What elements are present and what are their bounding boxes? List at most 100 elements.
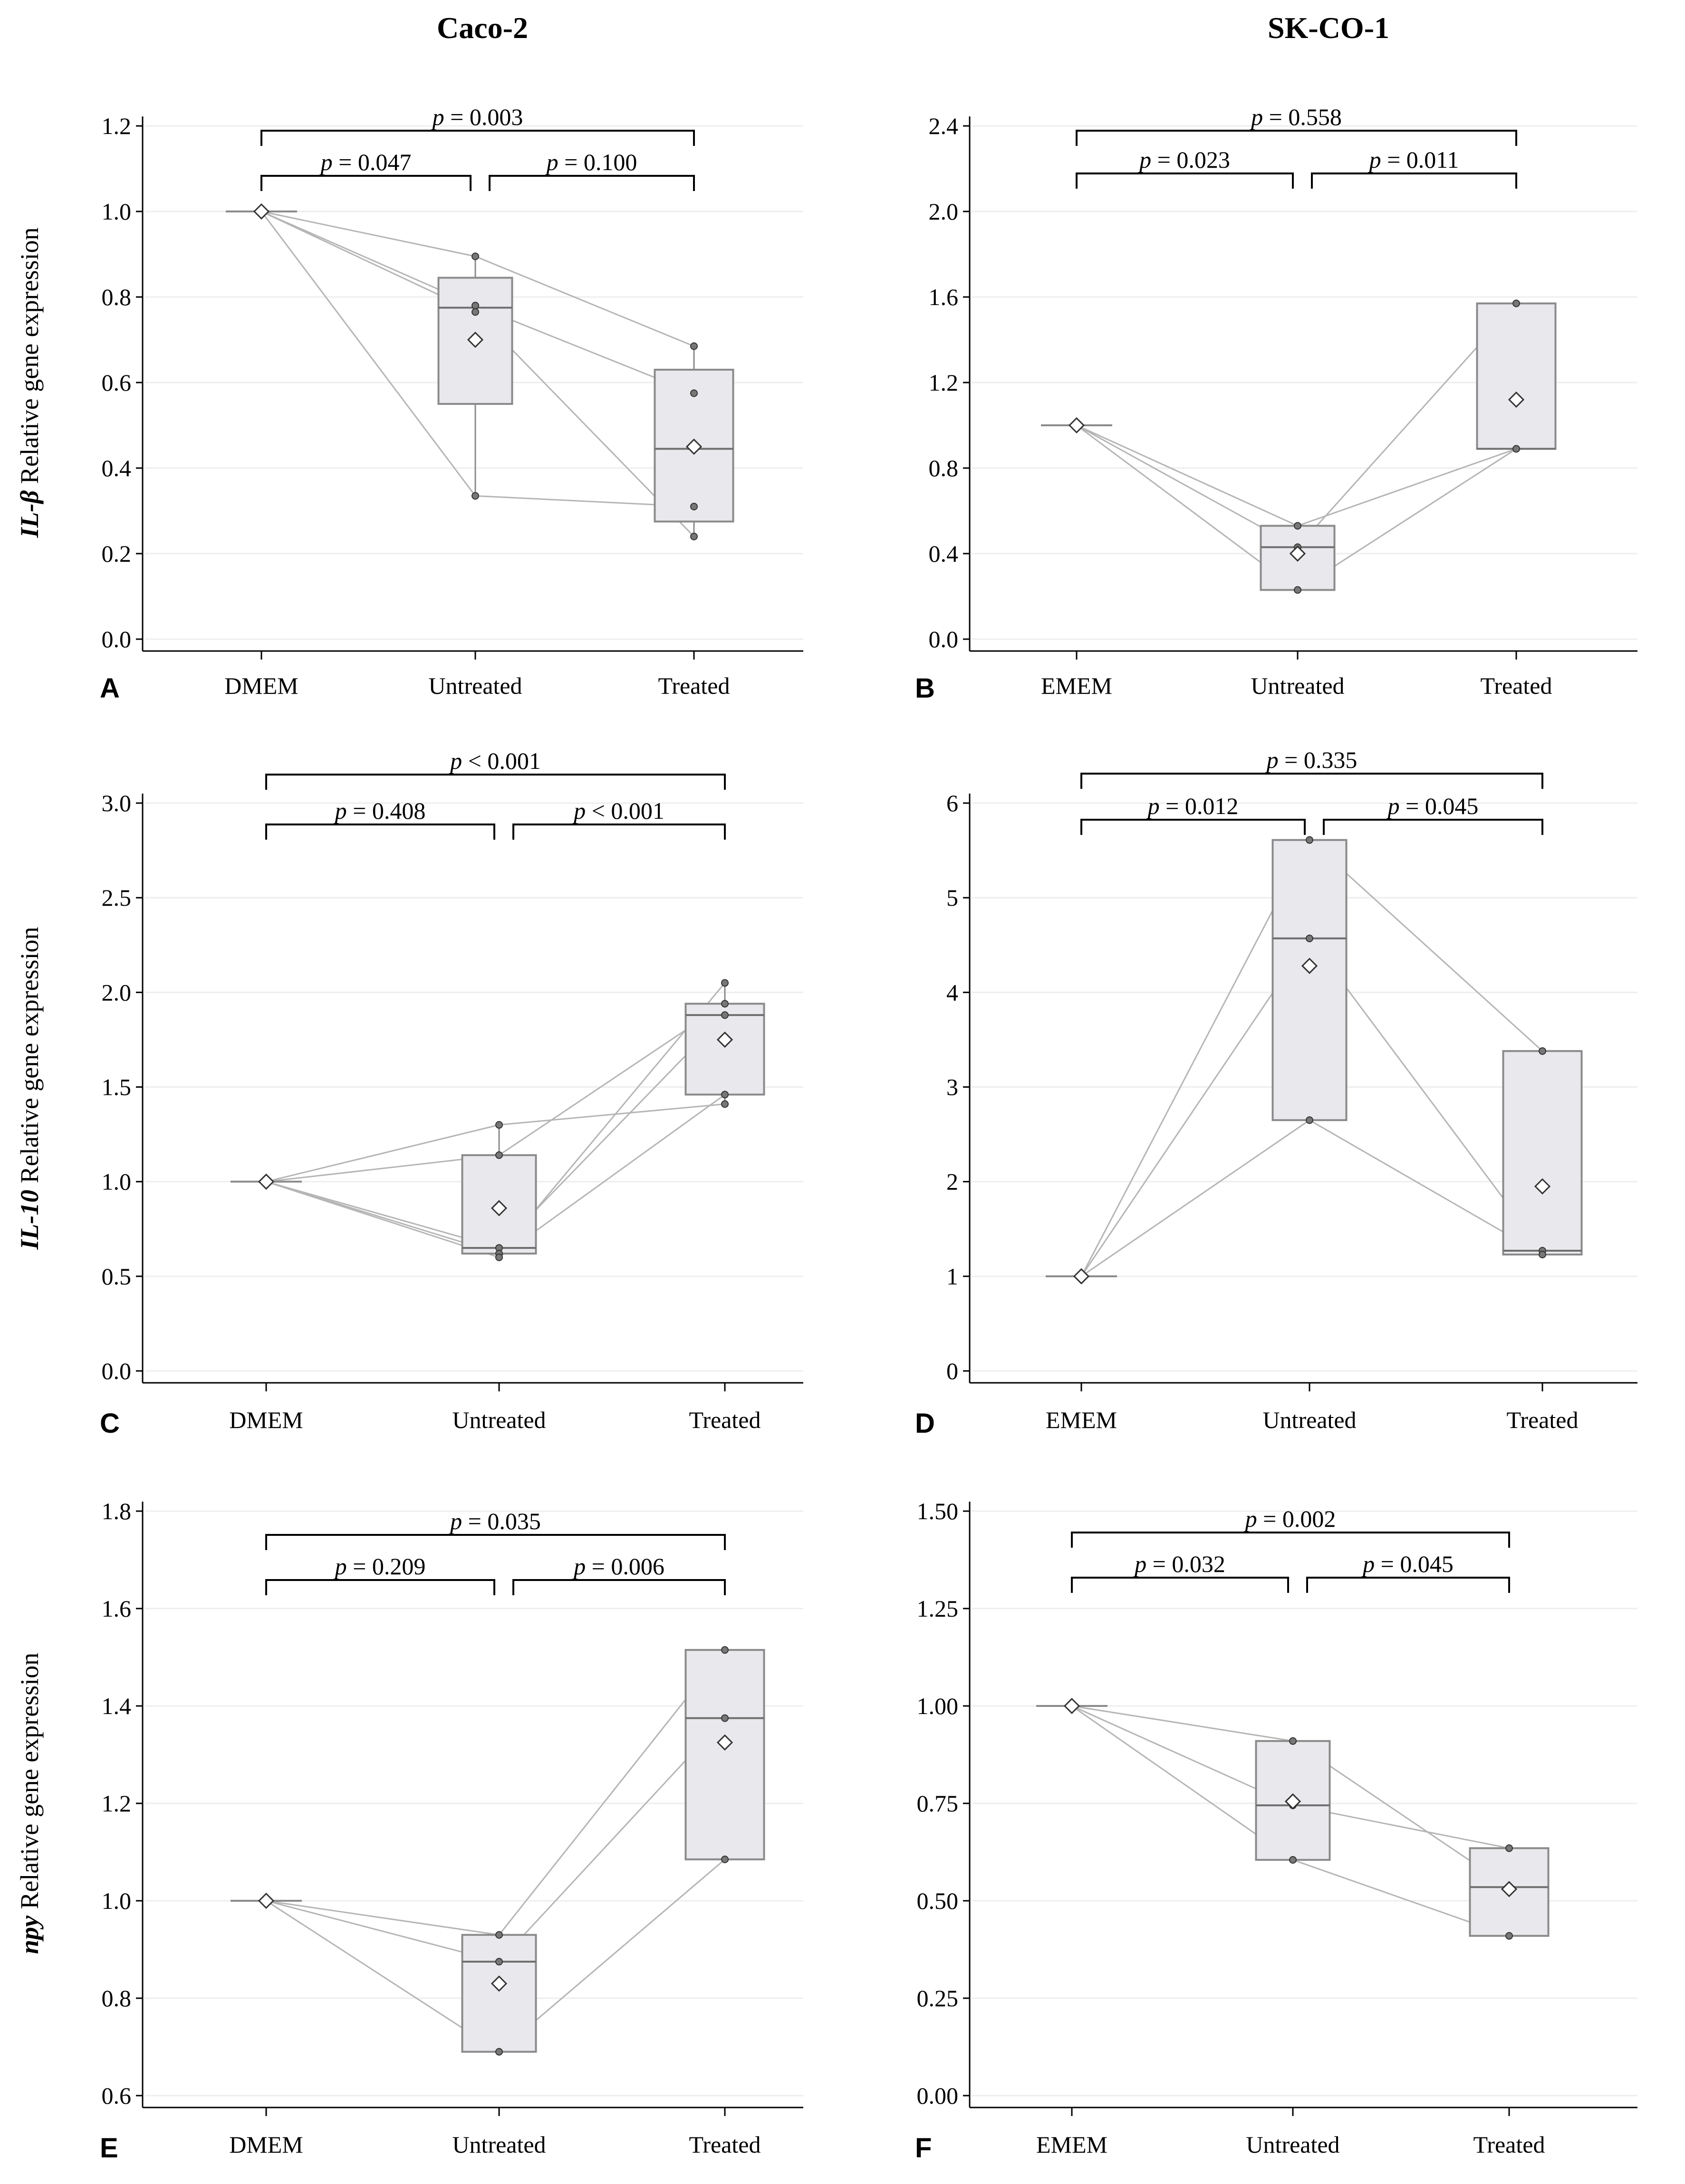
category-label: EMEM (1036, 2131, 1107, 2158)
data-point (495, 2048, 503, 2056)
subject-line (266, 1717, 726, 1963)
p-value-label: p = 0.003 (431, 104, 523, 130)
p-value-label: p = 0.006 (572, 1553, 664, 1580)
p-symbol: p (545, 149, 558, 175)
mean-marker (685, 438, 703, 455)
p-value-label: p = 0.558 (1250, 104, 1342, 130)
column-title-skco1: SK-CO-1 (1268, 11, 1389, 45)
data-point (1289, 1856, 1297, 1864)
y-tick-label: 2.5 (102, 884, 132, 911)
y-tick-label: 1.4 (102, 1693, 132, 1719)
data-point (1306, 1116, 1313, 1124)
p-symbol: p (1133, 1551, 1146, 1577)
category-label: Treated (1507, 1407, 1579, 1433)
mean-marker (1063, 1697, 1080, 1715)
data-point (690, 389, 698, 397)
category-label: Treated (689, 2131, 761, 2158)
y-tick-label: 0.0 (102, 1358, 132, 1384)
subject-line (1076, 424, 1517, 527)
p-symbol: p (1244, 1505, 1257, 1532)
data-point (1505, 1932, 1513, 1940)
p-symbol: p (334, 797, 347, 824)
p-value-text: = 0.045 (1375, 1551, 1454, 1577)
p-symbol: p (449, 1508, 462, 1534)
p-value-label: p < 0.001 (572, 797, 664, 824)
category-label: DMEM (229, 1407, 303, 1433)
p-value-label: p = 0.408 (334, 797, 426, 824)
significance-bracket (489, 175, 695, 191)
p-value-label: p = 0.002 (1244, 1505, 1336, 1532)
y-tick-label: 2.0 (929, 198, 959, 225)
significance-bracket (260, 175, 472, 191)
category-label: Untreated (1251, 672, 1344, 699)
mean-marker (1289, 545, 1306, 562)
p-value-label: p < 0.001 (449, 747, 541, 774)
category-label: Untreated (428, 672, 522, 699)
y-tick-label: 0.8 (102, 1985, 132, 2012)
p-symbol: p (572, 1553, 586, 1580)
p-value-label: p = 0.045 (1361, 1551, 1454, 1577)
data-point (1294, 522, 1301, 530)
data-point (495, 1254, 503, 1261)
y-tick-label: 1.25 (917, 1595, 959, 1622)
mean-marker (1068, 417, 1085, 434)
data-point (690, 533, 698, 540)
y-tick-label: 0.8 (929, 455, 959, 481)
y-tick-label: 0.75 (917, 1790, 959, 1817)
p-value-text: = 0.032 (1146, 1551, 1225, 1577)
category-label: EMEM (1046, 1407, 1117, 1433)
p-value-label: p = 0.335 (1265, 747, 1358, 773)
category-label: EMEM (1041, 672, 1112, 699)
p-value-text: = 0.408 (347, 797, 426, 824)
mean-marker (491, 1200, 508, 1217)
significance-bracket (260, 130, 695, 146)
y-tick-label: 1.8 (102, 1498, 132, 1524)
p-value-label: p = 0.035 (449, 1508, 541, 1534)
y-tick-label: 5 (946, 884, 958, 911)
y-axis-label-suffix: Relative gene expression (15, 1653, 44, 1916)
panel-a: 0.0 0.2 0.4 0.6 0.8 1.0 1.2 DMEM Untreated Treate… (15, 104, 803, 704)
p-value-label: p = 0.100 (545, 149, 637, 175)
y-tick-label: 1.0 (102, 1169, 132, 1195)
y-axis-label: IL-10 Relative gene expression (15, 927, 44, 1250)
significance-bracket (1080, 773, 1543, 789)
category-label: Treated (658, 672, 730, 699)
significance-bracket (1071, 1577, 1289, 1593)
significance-bracket (265, 1534, 726, 1550)
data-point (472, 252, 479, 260)
mean-marker (1508, 391, 1525, 408)
y-axis-label: IL-β Relative gene expression (15, 228, 44, 538)
data-point (472, 302, 479, 309)
significance-bracket (1080, 819, 1306, 835)
data-point (721, 979, 729, 987)
panel-letter: B (915, 673, 935, 704)
panel-f: 0.00 0.25 0.50 0.75 1.00 1.25 1.50 EMEM Untreate… (915, 1498, 1637, 2164)
p-value-label: p = 0.209 (334, 1553, 426, 1580)
y-tick-label: 0.50 (917, 1887, 959, 1914)
p-value-label: p = 0.047 (319, 149, 412, 175)
data-point (495, 1151, 503, 1159)
p-symbol: p (1138, 146, 1151, 173)
p-value-text: = 0.003 (444, 104, 523, 130)
data-point (690, 342, 698, 350)
data-point (1294, 586, 1301, 594)
mean-marker (716, 1031, 733, 1048)
y-axis-label-suffix: Relative gene expression (15, 927, 44, 1189)
y-tick-label: 0.25 (917, 1985, 959, 2012)
mean-marker (1301, 958, 1318, 974)
p-value-text: = 0.209 (347, 1553, 426, 1580)
p-value-text: = 0.047 (333, 149, 412, 175)
category-label: Untreated (1262, 1407, 1356, 1433)
mean-marker (716, 1734, 733, 1751)
data-point (472, 308, 479, 316)
y-tick-label: 2 (946, 1169, 958, 1195)
y-tick-label: 0.5 (102, 1263, 132, 1290)
p-value-text: = 0.006 (586, 1553, 664, 1580)
data-point (495, 1931, 503, 1939)
p-symbol: p (431, 104, 444, 130)
significance-bracket (1071, 1532, 1510, 1548)
data-point (495, 1958, 503, 1966)
column-title-caco2: Caco-2 (437, 11, 528, 45)
data-point (721, 1091, 729, 1099)
